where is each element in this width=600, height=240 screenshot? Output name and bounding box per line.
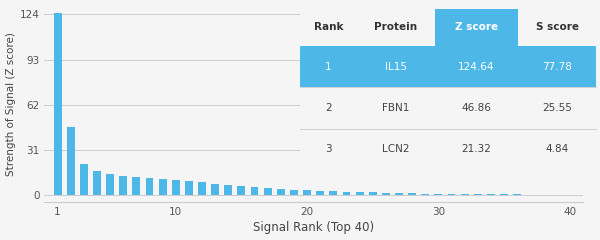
Bar bbox=[487, 194, 495, 195]
Bar bbox=[316, 191, 324, 195]
Bar bbox=[300, 87, 357, 129]
Text: Protein: Protein bbox=[374, 22, 418, 32]
Bar bbox=[303, 190, 311, 195]
Text: Z score: Z score bbox=[455, 22, 498, 32]
Bar bbox=[500, 194, 508, 195]
Bar bbox=[238, 186, 245, 195]
Bar bbox=[382, 193, 390, 195]
Bar bbox=[106, 174, 114, 195]
Text: 4.84: 4.84 bbox=[545, 144, 569, 154]
Text: Rank: Rank bbox=[314, 22, 343, 32]
Bar bbox=[93, 171, 101, 195]
Text: IL15: IL15 bbox=[385, 62, 407, 72]
Bar bbox=[343, 192, 350, 195]
Bar bbox=[133, 178, 140, 195]
Bar bbox=[518, 46, 596, 87]
Bar bbox=[395, 193, 403, 195]
Bar bbox=[435, 8, 518, 46]
Bar bbox=[67, 127, 74, 195]
Bar bbox=[172, 180, 180, 195]
Bar bbox=[300, 129, 357, 170]
Bar bbox=[264, 188, 272, 195]
Bar bbox=[357, 129, 435, 170]
Bar bbox=[474, 194, 482, 195]
Bar bbox=[80, 164, 88, 195]
Bar bbox=[158, 179, 167, 195]
Bar bbox=[461, 194, 469, 195]
Bar bbox=[290, 190, 298, 195]
Bar bbox=[119, 176, 127, 195]
Text: 3: 3 bbox=[325, 144, 332, 154]
Bar bbox=[435, 129, 518, 170]
Text: 21.32: 21.32 bbox=[461, 144, 491, 154]
Bar bbox=[185, 181, 193, 195]
Bar bbox=[300, 8, 357, 46]
Bar bbox=[357, 8, 435, 46]
Bar bbox=[300, 46, 357, 87]
Bar bbox=[421, 194, 429, 195]
Bar bbox=[198, 182, 206, 195]
Bar bbox=[448, 194, 455, 195]
Text: 2: 2 bbox=[325, 103, 332, 113]
Bar bbox=[277, 189, 285, 195]
Bar bbox=[518, 8, 596, 46]
Bar bbox=[513, 194, 521, 195]
Text: LCN2: LCN2 bbox=[382, 144, 409, 154]
Bar bbox=[329, 191, 337, 195]
Text: S score: S score bbox=[536, 22, 579, 32]
Bar bbox=[434, 194, 442, 195]
Bar bbox=[369, 192, 377, 195]
Bar bbox=[435, 46, 518, 87]
Text: 25.55: 25.55 bbox=[542, 103, 572, 113]
Text: 77.78: 77.78 bbox=[542, 62, 572, 72]
Bar bbox=[251, 187, 259, 195]
Bar bbox=[356, 192, 364, 195]
Text: 1: 1 bbox=[325, 62, 332, 72]
Y-axis label: Strength of Signal (Z score): Strength of Signal (Z score) bbox=[5, 32, 16, 176]
Bar bbox=[357, 46, 435, 87]
Bar bbox=[146, 178, 154, 195]
Text: 46.86: 46.86 bbox=[461, 103, 491, 113]
Bar bbox=[211, 184, 219, 195]
Bar bbox=[53, 13, 62, 195]
Bar bbox=[357, 87, 435, 129]
Bar bbox=[435, 87, 518, 129]
Bar bbox=[408, 193, 416, 195]
Text: 124.64: 124.64 bbox=[458, 62, 495, 72]
X-axis label: Signal Rank (Top 40): Signal Rank (Top 40) bbox=[253, 222, 374, 234]
Bar bbox=[518, 129, 596, 170]
Bar bbox=[518, 87, 596, 129]
Text: FBN1: FBN1 bbox=[382, 103, 409, 113]
Bar bbox=[224, 185, 232, 195]
